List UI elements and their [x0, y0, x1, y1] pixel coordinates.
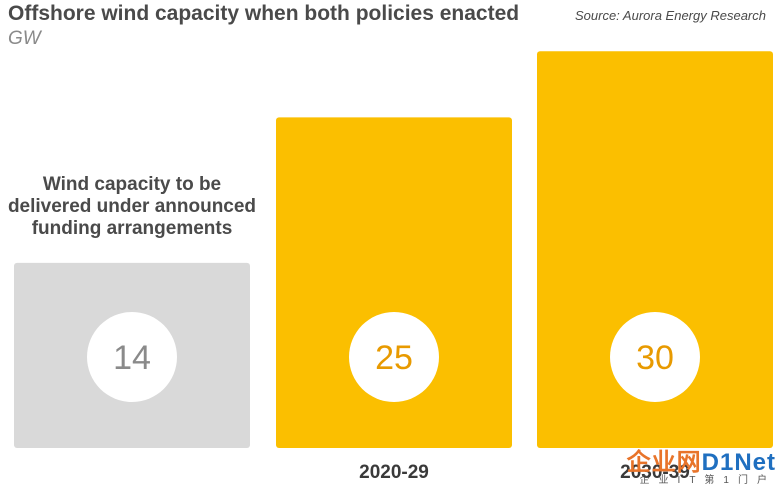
data-label: 30 — [636, 339, 674, 377]
chart-title: Offshore wind capacity when both policie… — [8, 2, 520, 25]
data-label: 14 — [113, 339, 151, 377]
baseline-annotation: Wind capacity to be delivered under anno… — [0, 174, 264, 240]
watermark-text-a: 企业网 — [626, 449, 702, 476]
value-badge — [610, 312, 700, 402]
value-badge — [87, 312, 177, 402]
source-note: Source: Aurora Energy Research — [574, 8, 766, 23]
value-badge — [349, 312, 439, 402]
data-label: 25 — [375, 339, 413, 377]
watermark-subtext: 企业IT第1门户 — [639, 475, 776, 486]
watermark: 企业网D1Net 企业IT第1门户 — [606, 451, 776, 486]
annotation-line: Wind capacity to be — [42, 174, 222, 195]
bar — [537, 51, 773, 449]
watermark-text-b: D1Net — [701, 449, 776, 476]
category-label: 2030-39 — [620, 462, 690, 483]
bar — [276, 117, 512, 449]
annotation-line: funding arrangements — [31, 218, 233, 239]
category-label: 2020-29 — [359, 462, 429, 483]
unit-label: GW — [8, 28, 41, 49]
annotation-line: delivered under announced — [7, 196, 257, 217]
